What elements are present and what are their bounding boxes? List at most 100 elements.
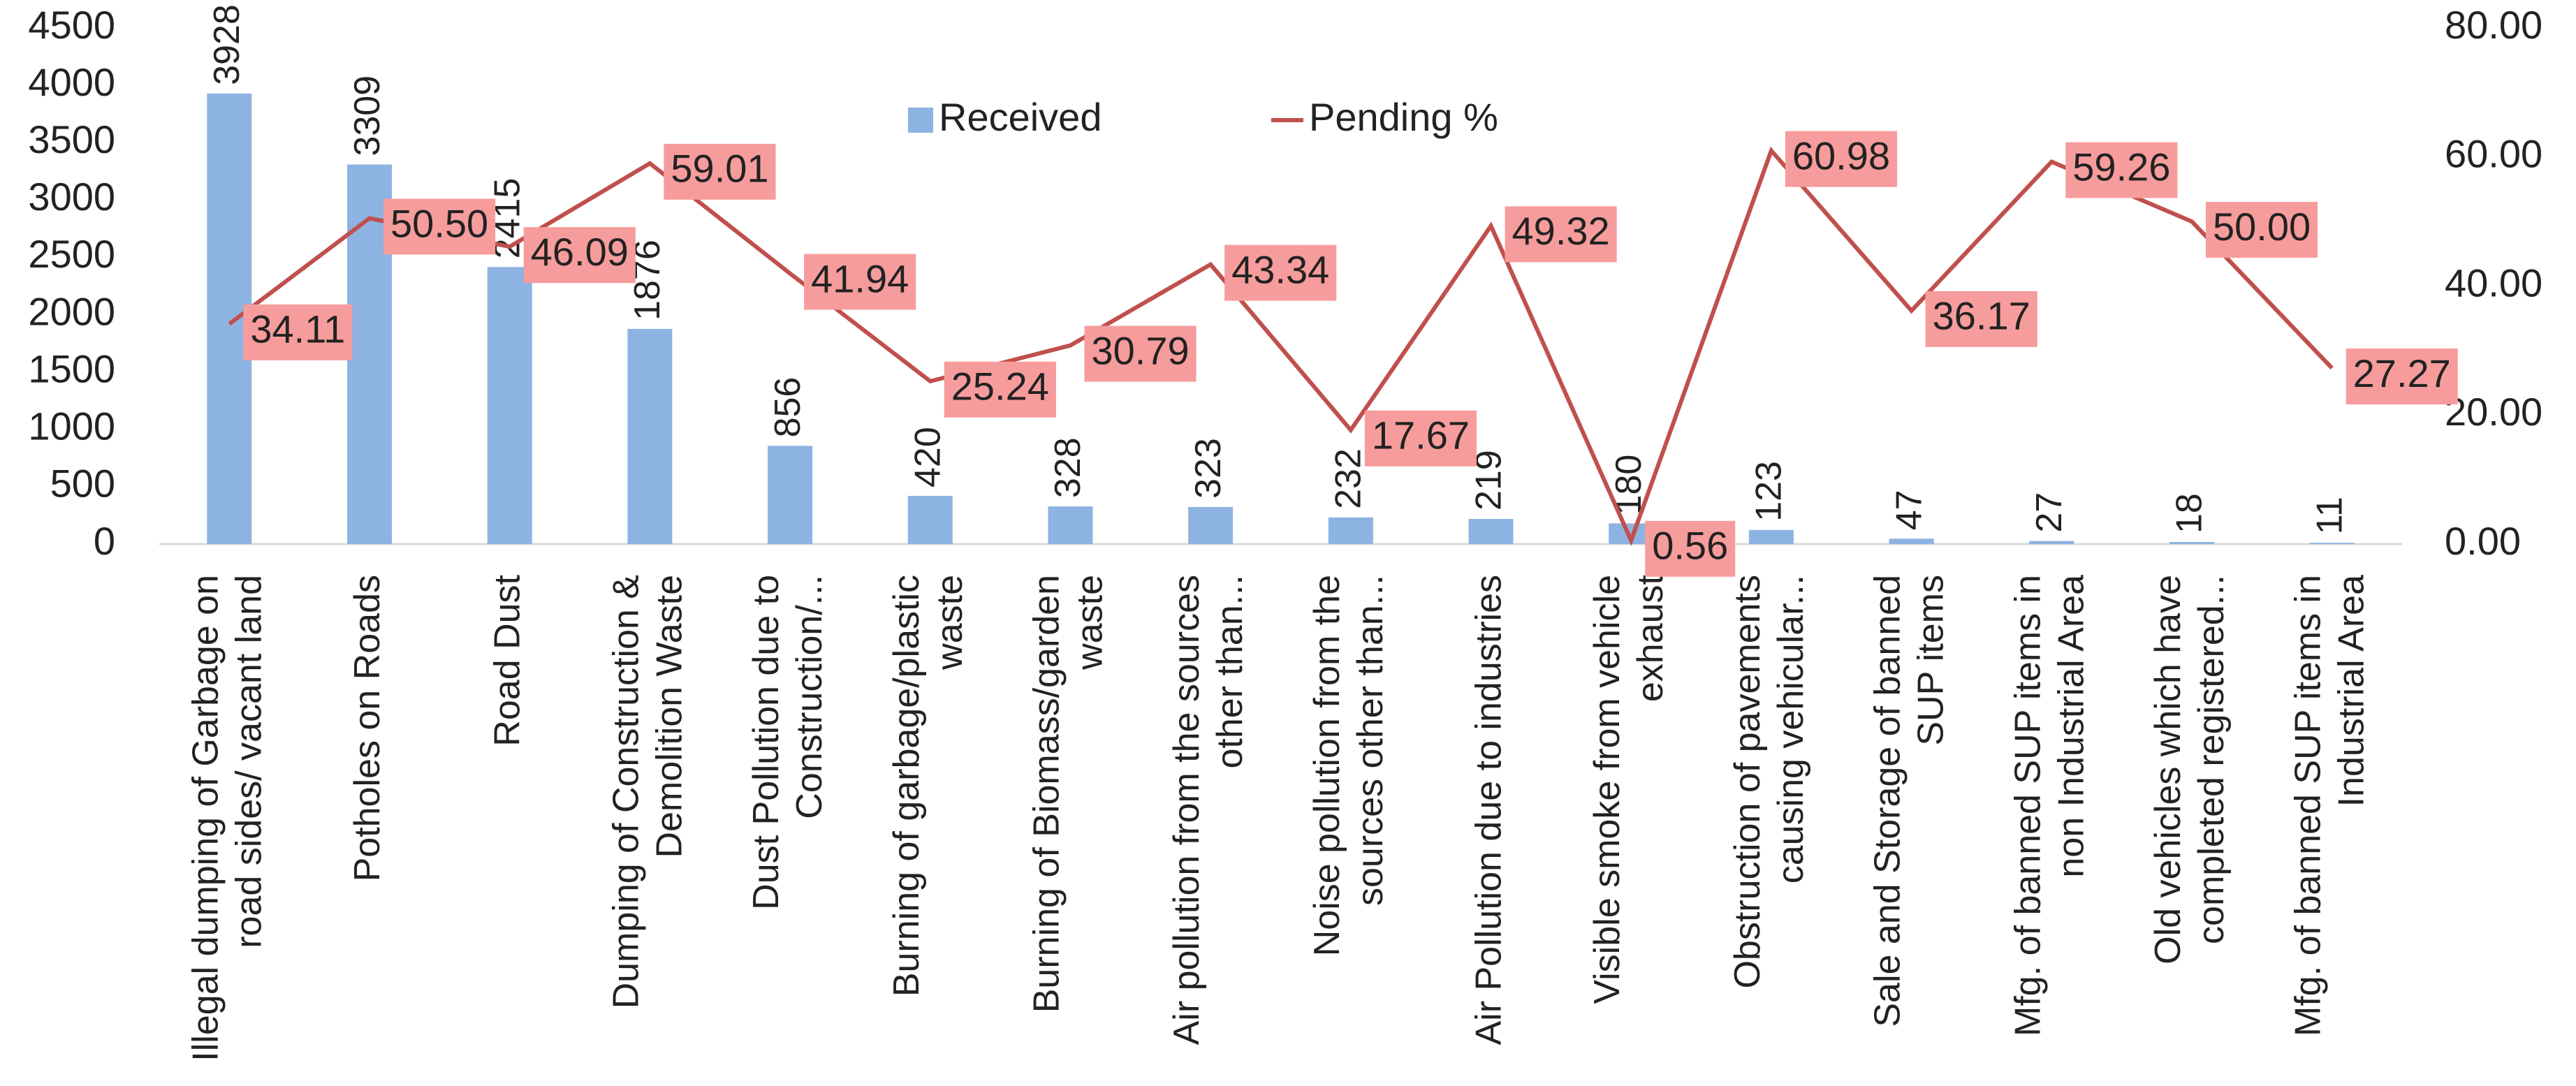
value-label-group: 59.01 [664,143,776,200]
x-tick-label-line: waste [930,575,970,670]
line-value-label: 46.09 [531,230,629,274]
line-value-label: 34.11 [250,307,345,351]
x-tick-label-line: Road Dust [487,574,527,746]
line-value-label: 59.26 [2072,145,2170,189]
bar-value-label: 18 [2169,493,2210,534]
x-tick-label: Air pollution from the sourcesother than… [1166,575,1250,1045]
line-value-label: 25.24 [951,365,1049,409]
x-tick-label: Dust Pollution due toConstruction/... [746,575,830,910]
legend-swatch [908,108,933,133]
value-label-box [664,143,776,200]
bar-value-label: 323 [1188,438,1229,499]
x-tick-label: Burning of Biomass/gardenwaste [1026,575,1110,1013]
bar-value-label: 420 [908,427,949,487]
y2-tick-label: 60.00 [2445,132,2542,176]
y2-tick-label: 40.00 [2445,261,2542,304]
value-label-group: 36.17 [1925,291,2037,347]
value-label-box [1785,131,1898,187]
y2-tick-label: 80.00 [2445,3,2542,47]
y-tick-label: 0 [94,519,115,563]
bar-value-label: 856 [768,377,808,438]
x-tick-label-line: completed registered... [2191,575,2232,944]
bar-value-label: 27 [2029,492,2070,533]
bar [1188,506,1234,544]
bar [1328,517,1373,544]
x-tick-label-line: Noise pollution from the [1307,575,1347,956]
y-tick-label: 4500 [28,3,115,47]
y-tick-label: 2500 [28,232,115,276]
x-tick-label-line: Illegal dumping of Garbage on [185,575,226,1062]
x-tick-label-line: Dumping of Construction & [606,575,646,1008]
bar-value-label: 11 [2309,497,2350,534]
x-tick-label-line: road sides/ vacant land [228,575,269,948]
line-value-label: 0.56 [1652,524,1728,568]
x-tick-label: Illegal dumping of Garbage onroad sides/… [185,575,269,1062]
value-label-group: 34.11 [243,304,353,360]
bar [1748,529,1794,544]
bar-value-label: 3928 [207,4,247,85]
bar [768,446,813,544]
x-tick-label: Air Pollution due to industries [1468,575,1509,1045]
x-tick-label-line: SUP items [1910,575,1951,746]
x-tick-label-line: Sale and Storage of banned [1867,575,1908,1027]
x-tick-label-line: Mfg. of banned SUP items in [2288,575,2328,1036]
value-label-group: 0.56 [1645,520,1736,577]
bar [2309,543,2355,544]
x-tick-label: Road Dust [487,574,527,746]
line-value-label: 49.32 [1512,209,1610,253]
x-tick-label-line: sources other than... [1350,575,1391,906]
value-label-group: 17.67 [1364,410,1477,467]
x-tick-label-line: other than... [1210,575,1250,769]
bar [2169,542,2214,544]
value-label-box [243,304,353,360]
value-label-box [1084,325,1196,382]
legend-label: Pending % [1309,95,1498,139]
x-tick-label-line: Potholes on Roads [347,575,388,881]
y2-tick-label: 20.00 [2445,390,2542,434]
y-tick-label: 1000 [28,404,115,448]
x-tick-label-line: Visible smoke from vehicle [1587,575,1627,1004]
bar-value-label: 47 [1889,490,1929,530]
x-tick-label-line: Industrial Area [2331,575,2371,807]
value-label-box [944,361,1056,418]
value-label-box [804,254,916,310]
y-tick-label: 1500 [28,346,115,390]
bar-value-label: 232 [1329,448,1369,509]
value-label-group: 60.98 [1785,131,1898,187]
x-tick-label-line: Demolition Waste [649,575,689,858]
bar-value-label: 123 [1749,461,1790,522]
x-tick-label: Mfg. of banned SUP items inIndustrial Ar… [2288,575,2371,1036]
x-tick-label: Visible smoke from vehicleexhaust [1587,574,1671,1004]
x-tick-label-line: Construction/... [789,575,830,819]
y2-tick-label: 0.00 [2445,519,2521,563]
x-tick-label-line: non Industrial Area [2051,575,2091,878]
line-value-label: 43.34 [1231,247,1329,291]
bar-value-label: 328 [1048,437,1088,498]
value-label-box [1364,410,1477,467]
x-tick-label: Old vehicles which havecompleted registe… [2148,575,2232,964]
bar [1048,506,1093,544]
value-label-box [2205,202,2318,258]
y-tick-label: 4000 [28,60,115,104]
bar [2029,541,2074,544]
y-tick-label: 500 [50,462,115,506]
x-tick-label-line: Obstruction of pavements [1727,575,1768,989]
value-label-group: 49.32 [1505,206,1617,263]
value-label-group: 27.27 [2346,348,2458,405]
line-value-label: 60.98 [1792,133,1890,177]
line-value-label: 50.00 [2213,205,2311,249]
x-tick-label: Obstruction of pavementscausing vehicula… [1727,575,1811,989]
value-label-group: 30.79 [1084,325,1196,382]
value-label-box [1645,520,1736,577]
line-value-label: 59.01 [671,147,768,191]
value-label-box [2346,348,2458,405]
y-tick-label: 3500 [28,117,115,161]
value-label-box [523,227,636,284]
bar [487,267,532,544]
line-value-label: 30.79 [1091,328,1189,372]
value-label-group: 50.50 [383,198,496,255]
value-label-group: 46.09 [523,227,636,284]
x-tick-label: Dumping of Construction &Demolition Wast… [606,575,689,1008]
x-tick-label-line: causing vehicular... [1771,575,1811,883]
